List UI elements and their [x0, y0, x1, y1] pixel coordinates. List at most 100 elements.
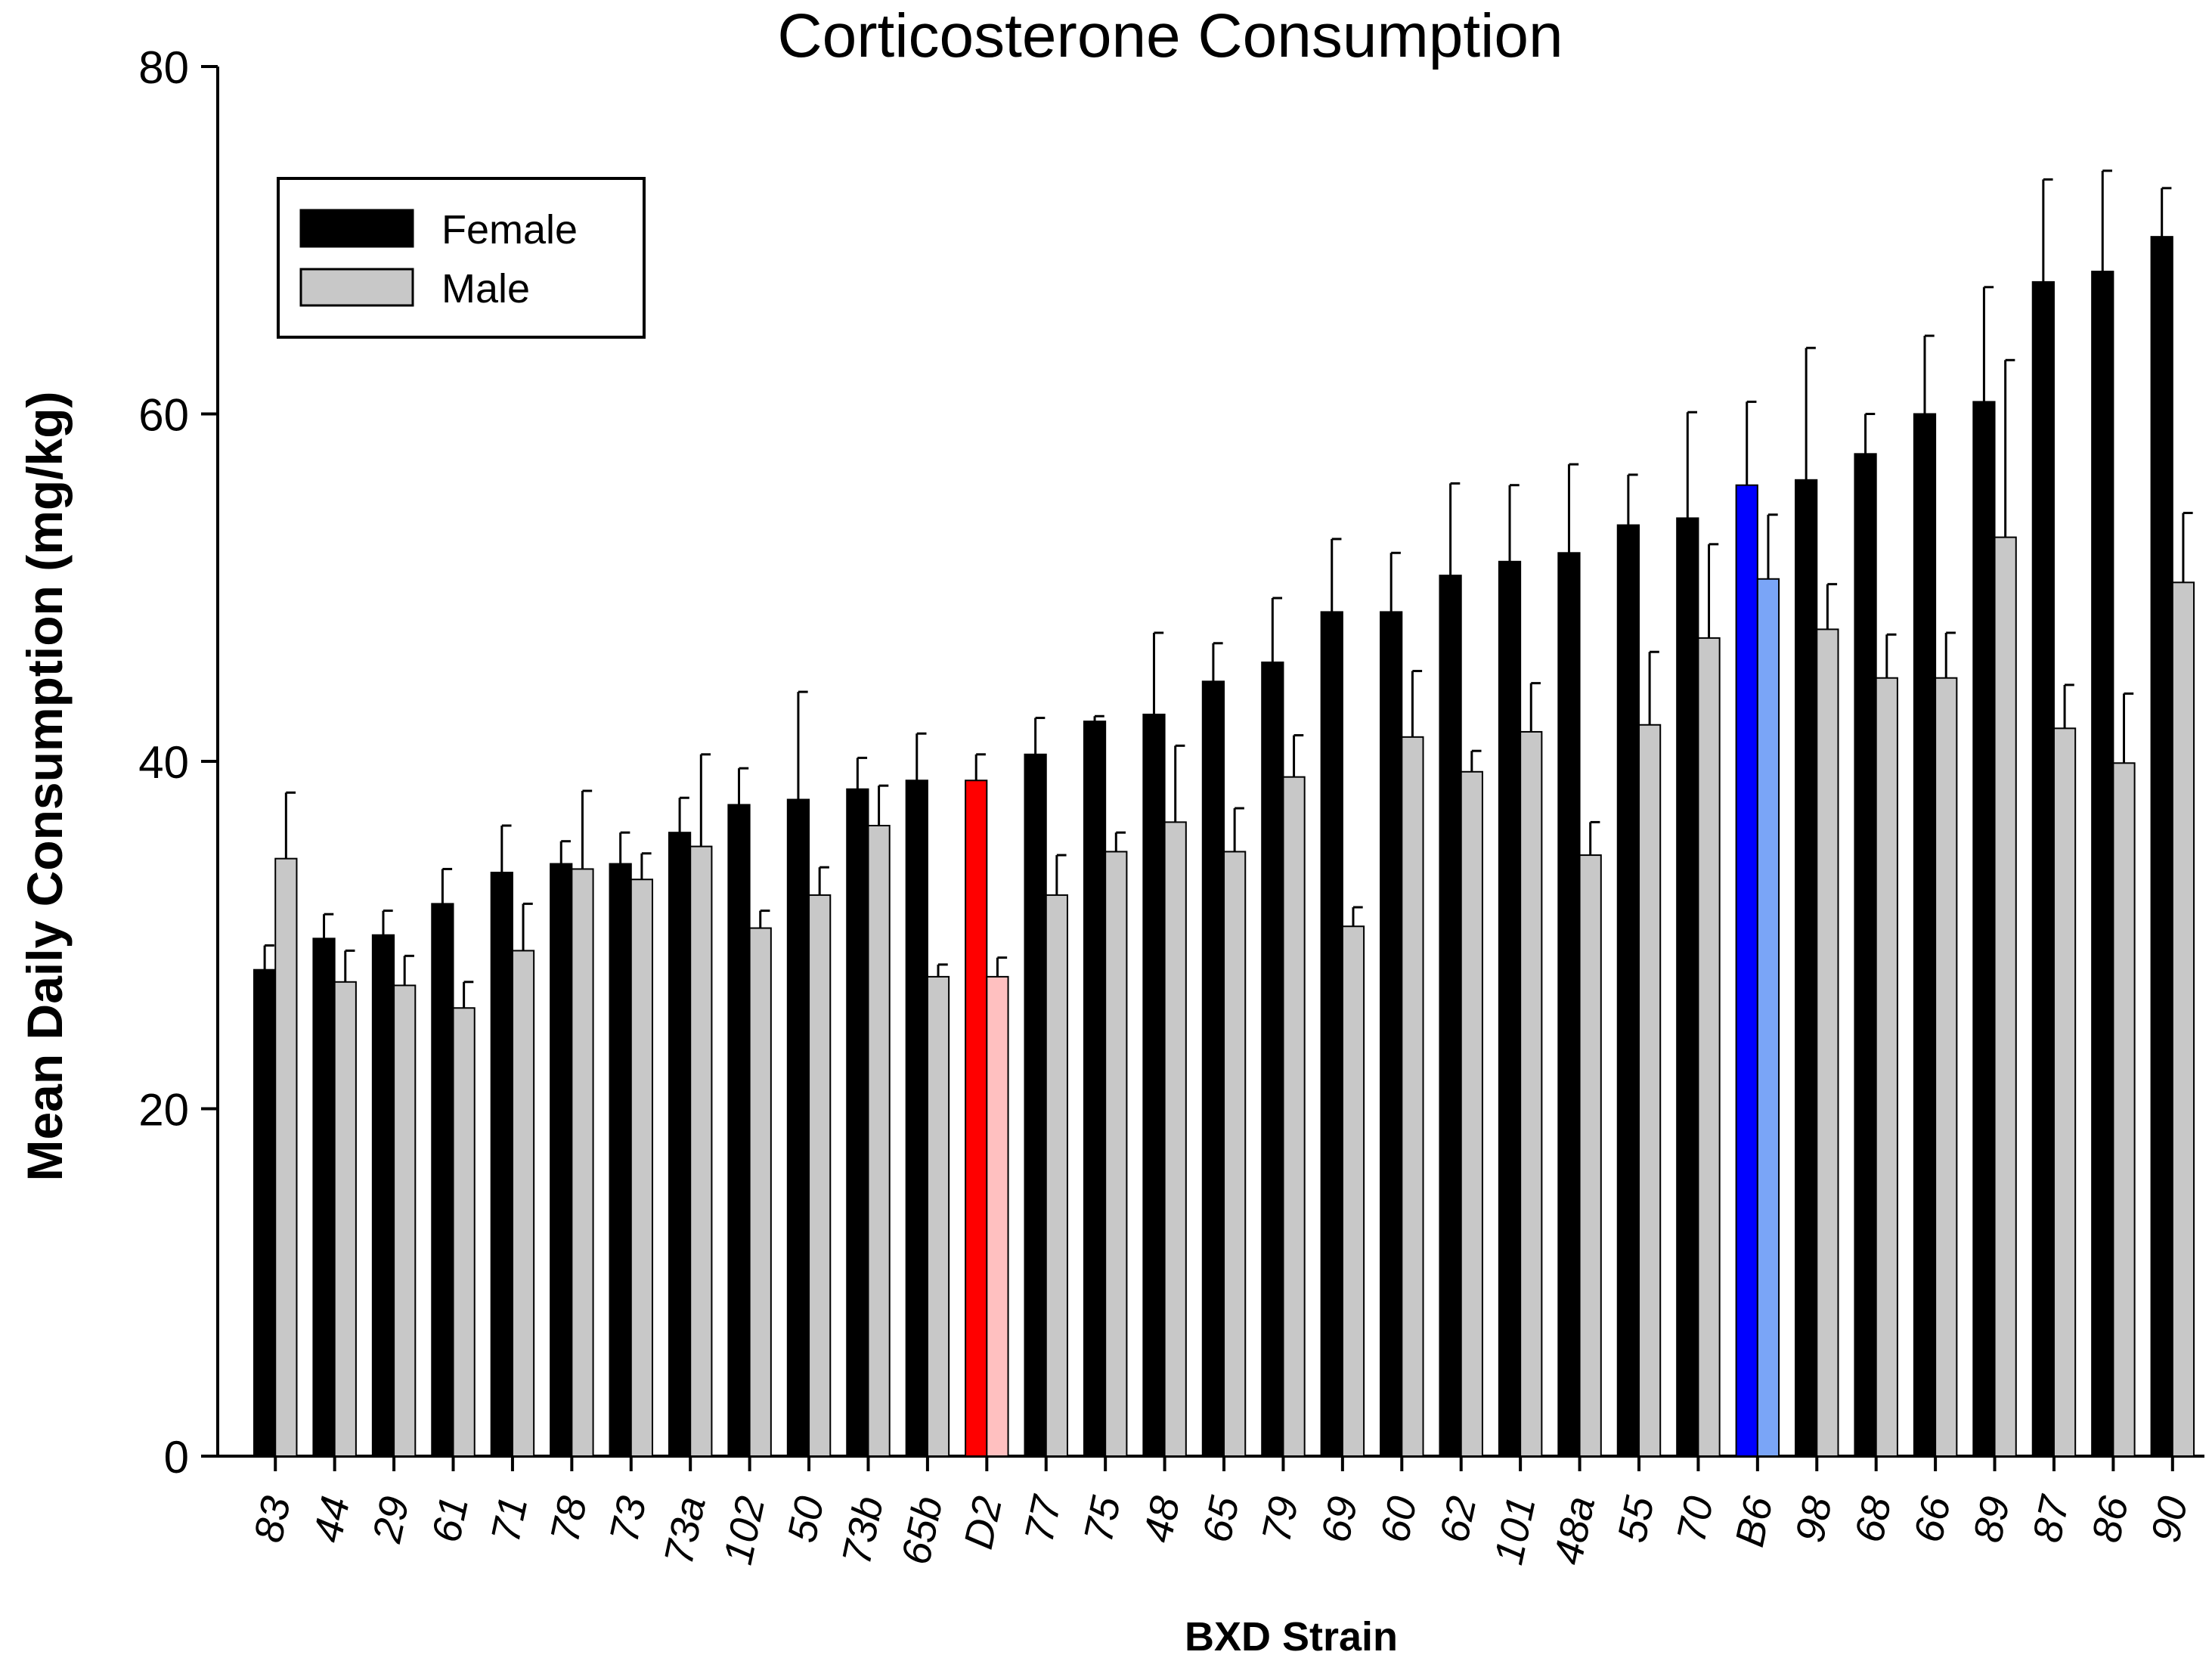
y-tick-label: 40 — [138, 737, 189, 788]
bar-female-62 — [1439, 575, 1462, 1457]
bar-female-71 — [490, 872, 513, 1458]
bar-female-48 — [1142, 713, 1166, 1457]
bar-female-73a — [668, 832, 692, 1457]
bar-female-78 — [550, 863, 573, 1457]
y-ticks: 0 20 40 60 80 — [138, 42, 218, 1483]
x-tick-label: 89 — [1965, 1492, 2018, 1546]
bar-female-65 — [1201, 680, 1225, 1458]
bar-male-79 — [1282, 776, 1306, 1457]
bar-male-B6 — [1756, 578, 1780, 1458]
bar-female-50 — [786, 798, 810, 1458]
bar-male-68 — [1875, 677, 1898, 1457]
x-tick-label: 29 — [364, 1492, 417, 1547]
bar-male-50 — [808, 894, 832, 1457]
bar-female-68 — [1854, 453, 1877, 1457]
x-tick-label: 86 — [2083, 1492, 2137, 1546]
bar-female-87 — [2031, 280, 2055, 1457]
bar-male-44 — [333, 981, 357, 1457]
bar-male-29 — [393, 984, 417, 1457]
bar-male-73a — [689, 845, 713, 1457]
x-tick-label: 77 — [1016, 1491, 1070, 1546]
x-tick-label: 78 — [542, 1492, 596, 1546]
bar-female-98 — [1795, 479, 1818, 1457]
y-axis-label: Mean Daily Consumption (mg/kg) — [17, 391, 73, 1181]
y-tick-label: 20 — [138, 1085, 189, 1136]
bar-male-86 — [2112, 762, 2136, 1457]
bar-female-70 — [1676, 517, 1699, 1457]
bar-male-77 — [1045, 894, 1068, 1457]
legend-swatch-male — [299, 268, 414, 307]
bar-female-101 — [1498, 560, 1522, 1457]
legend-box — [277, 177, 646, 339]
x-tick-label: 61 — [423, 1492, 477, 1546]
bar-male-87 — [2052, 727, 2077, 1457]
bar-male-89 — [1994, 536, 2017, 1457]
bar-male-73b — [867, 825, 891, 1457]
x-ticks: 83 44 29 61 71 78 73 73a 102 50 73b 65b D2 77 75 48 65 79… — [246, 1456, 2197, 1569]
bar-female-75 — [1083, 721, 1107, 1457]
bar-male-60 — [1401, 736, 1424, 1457]
x-tick-label: 50 — [779, 1492, 833, 1546]
bar-male-71 — [511, 950, 535, 1457]
x-tick-label: D2 — [956, 1492, 1011, 1553]
bar-female-73 — [609, 863, 632, 1457]
bar-female-65b — [905, 779, 928, 1457]
x-tick-label: 48a — [1545, 1492, 1603, 1569]
bar-female-69 — [1320, 611, 1343, 1457]
bar-male-69 — [1341, 925, 1365, 1457]
legend-label-female: Female — [441, 207, 578, 253]
x-tick-label: 48 — [1135, 1492, 1188, 1546]
bar-female-89 — [1972, 401, 1996, 1457]
x-axis-label: BXD Strain — [1185, 1614, 1398, 1658]
y-tick-label: 80 — [138, 42, 189, 93]
bar-male-70 — [1697, 637, 1721, 1458]
legend-label-male: Male — [441, 266, 530, 311]
x-tick-label: 90 — [2142, 1492, 2196, 1546]
bar-female-60 — [1380, 611, 1403, 1457]
x-tick-label: 79 — [1253, 1492, 1307, 1546]
bar-male-62 — [1460, 770, 1483, 1457]
x-tick-label: 101 — [1486, 1492, 1544, 1569]
bar-male-48 — [1163, 821, 1187, 1457]
y-tick-label: 0 — [164, 1432, 189, 1483]
bar-female-73b — [846, 788, 869, 1457]
bar-male-55 — [1637, 724, 1662, 1457]
bar-male-90 — [2171, 581, 2195, 1457]
bar-male-101 — [1520, 730, 1543, 1457]
x-tick-label: 55 — [1609, 1492, 1663, 1546]
bar-female-48a — [1557, 552, 1581, 1457]
bar-female-86 — [2091, 271, 2114, 1458]
x-tick-label: 44 — [305, 1492, 358, 1546]
x-tick-label: 65 — [1194, 1492, 1248, 1546]
x-tick-label: 73b — [834, 1492, 892, 1569]
x-tick-label: B6 — [1727, 1492, 1782, 1551]
x-tick-label: 62 — [1431, 1492, 1485, 1546]
x-tick-label: 83 — [246, 1492, 299, 1546]
bar-male-78 — [571, 868, 594, 1457]
bar-female-B6 — [1735, 484, 1758, 1457]
bar-female-83 — [253, 968, 277, 1457]
chart-title: Corticosterone Consumption — [777, 2, 1563, 70]
bar-male-73 — [630, 879, 654, 1457]
x-tick-label: 60 — [1372, 1492, 1426, 1546]
x-tick-label: 69 — [1312, 1492, 1366, 1546]
x-tick-label: 71 — [482, 1492, 536, 1546]
x-tick-label: 73 — [601, 1492, 655, 1546]
bars — [253, 169, 2195, 1458]
x-tick-label: 75 — [1076, 1492, 1129, 1546]
legend-swatch-female — [299, 209, 414, 248]
x-tick-label: 65b — [893, 1492, 951, 1569]
x-tick-label: 98 — [1787, 1492, 1841, 1546]
bar-female-61 — [431, 903, 454, 1457]
x-tick-label: 102 — [715, 1492, 773, 1569]
bar-female-29 — [371, 934, 395, 1457]
bar-female-90 — [2150, 236, 2173, 1457]
x-tick-label: 68 — [1846, 1492, 1900, 1546]
bar-female-D2 — [965, 779, 988, 1457]
bar-male-98 — [1816, 628, 1839, 1457]
legend: Female Male — [277, 177, 646, 339]
bar-male-65 — [1223, 851, 1247, 1457]
x-tick-label: 70 — [1668, 1492, 1722, 1546]
bar-male-65b — [926, 975, 950, 1457]
